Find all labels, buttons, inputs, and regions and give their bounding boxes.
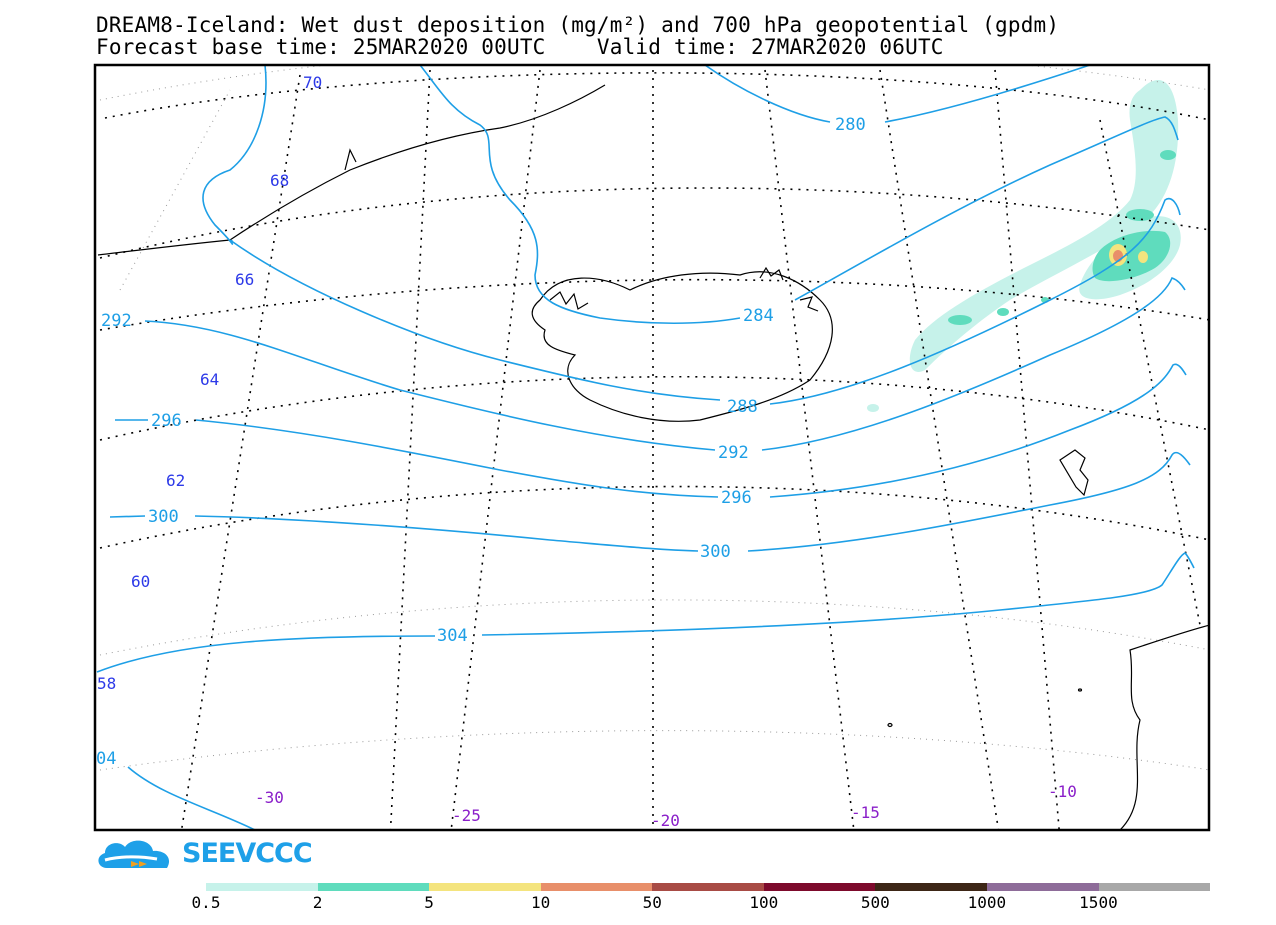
contour-label-280: 280: [835, 115, 866, 135]
lon-label-30w: -30: [255, 788, 284, 807]
contour-label-300: 300: [700, 542, 731, 562]
geopotential-contours: [96, 65, 1195, 830]
dust-deposition-field: [867, 80, 1181, 412]
edge-label-bottom-left: 04: [96, 749, 116, 769]
map-frame: [93, 63, 1211, 832]
colorbar-tick-label: 1500: [1079, 893, 1118, 912]
lat-label-70: 70: [303, 73, 322, 92]
lon-label-15w: -15: [851, 803, 880, 822]
lon-label-25w: -25: [452, 806, 481, 825]
colorbar-tick-label: 50: [642, 893, 662, 912]
coastline: [97, 84, 1209, 830]
contour-label-288: 288: [727, 397, 758, 417]
colorbar-tick-label: 1000: [967, 893, 1007, 912]
contour-labels: 280 284 288 292 296 300 304 292 296 300 …: [96, 115, 866, 769]
colorbar: [206, 883, 1211, 891]
colorbar-segment: [652, 883, 764, 891]
colorbar-tick-label: 5: [424, 893, 434, 912]
colorbar-tick-label: 2: [312, 893, 323, 912]
latitude-labels: 70 68 66 64 62 60 58: [97, 73, 322, 693]
lat-label-64: 64: [200, 370, 219, 389]
edge-label-300: 300: [148, 507, 179, 527]
lon-label-20w: -20: [651, 811, 680, 830]
title-line-2: Forecast base time: 25MAR2020 00UTC Vali…: [96, 35, 944, 59]
lat-label-60: 60: [131, 572, 150, 591]
lat-label-66: 66: [235, 270, 254, 289]
colorbar-segment: [206, 883, 318, 891]
cloud-arrow-icon: [98, 840, 170, 868]
colorbar-tick-label: 500: [860, 893, 890, 912]
edge-label-296: 296: [151, 411, 182, 431]
colorbar-segment: [763, 883, 876, 891]
colorbar-segment: [429, 883, 541, 891]
longitude-labels: -30 -25 -20 -15 -10: [255, 782, 1077, 830]
colorbar-segment: [875, 883, 987, 891]
lon-label-10w: -10: [1048, 782, 1077, 801]
logo-text: SEEVCCC: [182, 838, 313, 869]
colorbar-segment: [317, 883, 430, 891]
title-line-1: DREAM8-Iceland: Wet dust deposition (mg/…: [96, 13, 1060, 37]
colorbar-tick-label: 10: [531, 893, 551, 912]
graticule: [99, 69, 1209, 830]
contour-label-284: 284: [743, 306, 774, 326]
colorbar-segment: [540, 883, 653, 891]
colorbar-tick-label: 0.5: [191, 893, 221, 912]
lat-label-62: 62: [166, 471, 185, 490]
colorbar-segment: [986, 883, 1099, 891]
edge-label-292: 292: [101, 311, 132, 331]
lat-label-58: 58: [97, 674, 116, 693]
colorbar-tick-label: 100: [749, 893, 779, 912]
colorbar-segment: [1098, 883, 1211, 891]
contour-label-292: 292: [718, 443, 749, 463]
lat-label-68: 68: [270, 171, 289, 190]
contour-label-304: 304: [437, 626, 468, 646]
contour-label-296: 296: [721, 488, 752, 508]
